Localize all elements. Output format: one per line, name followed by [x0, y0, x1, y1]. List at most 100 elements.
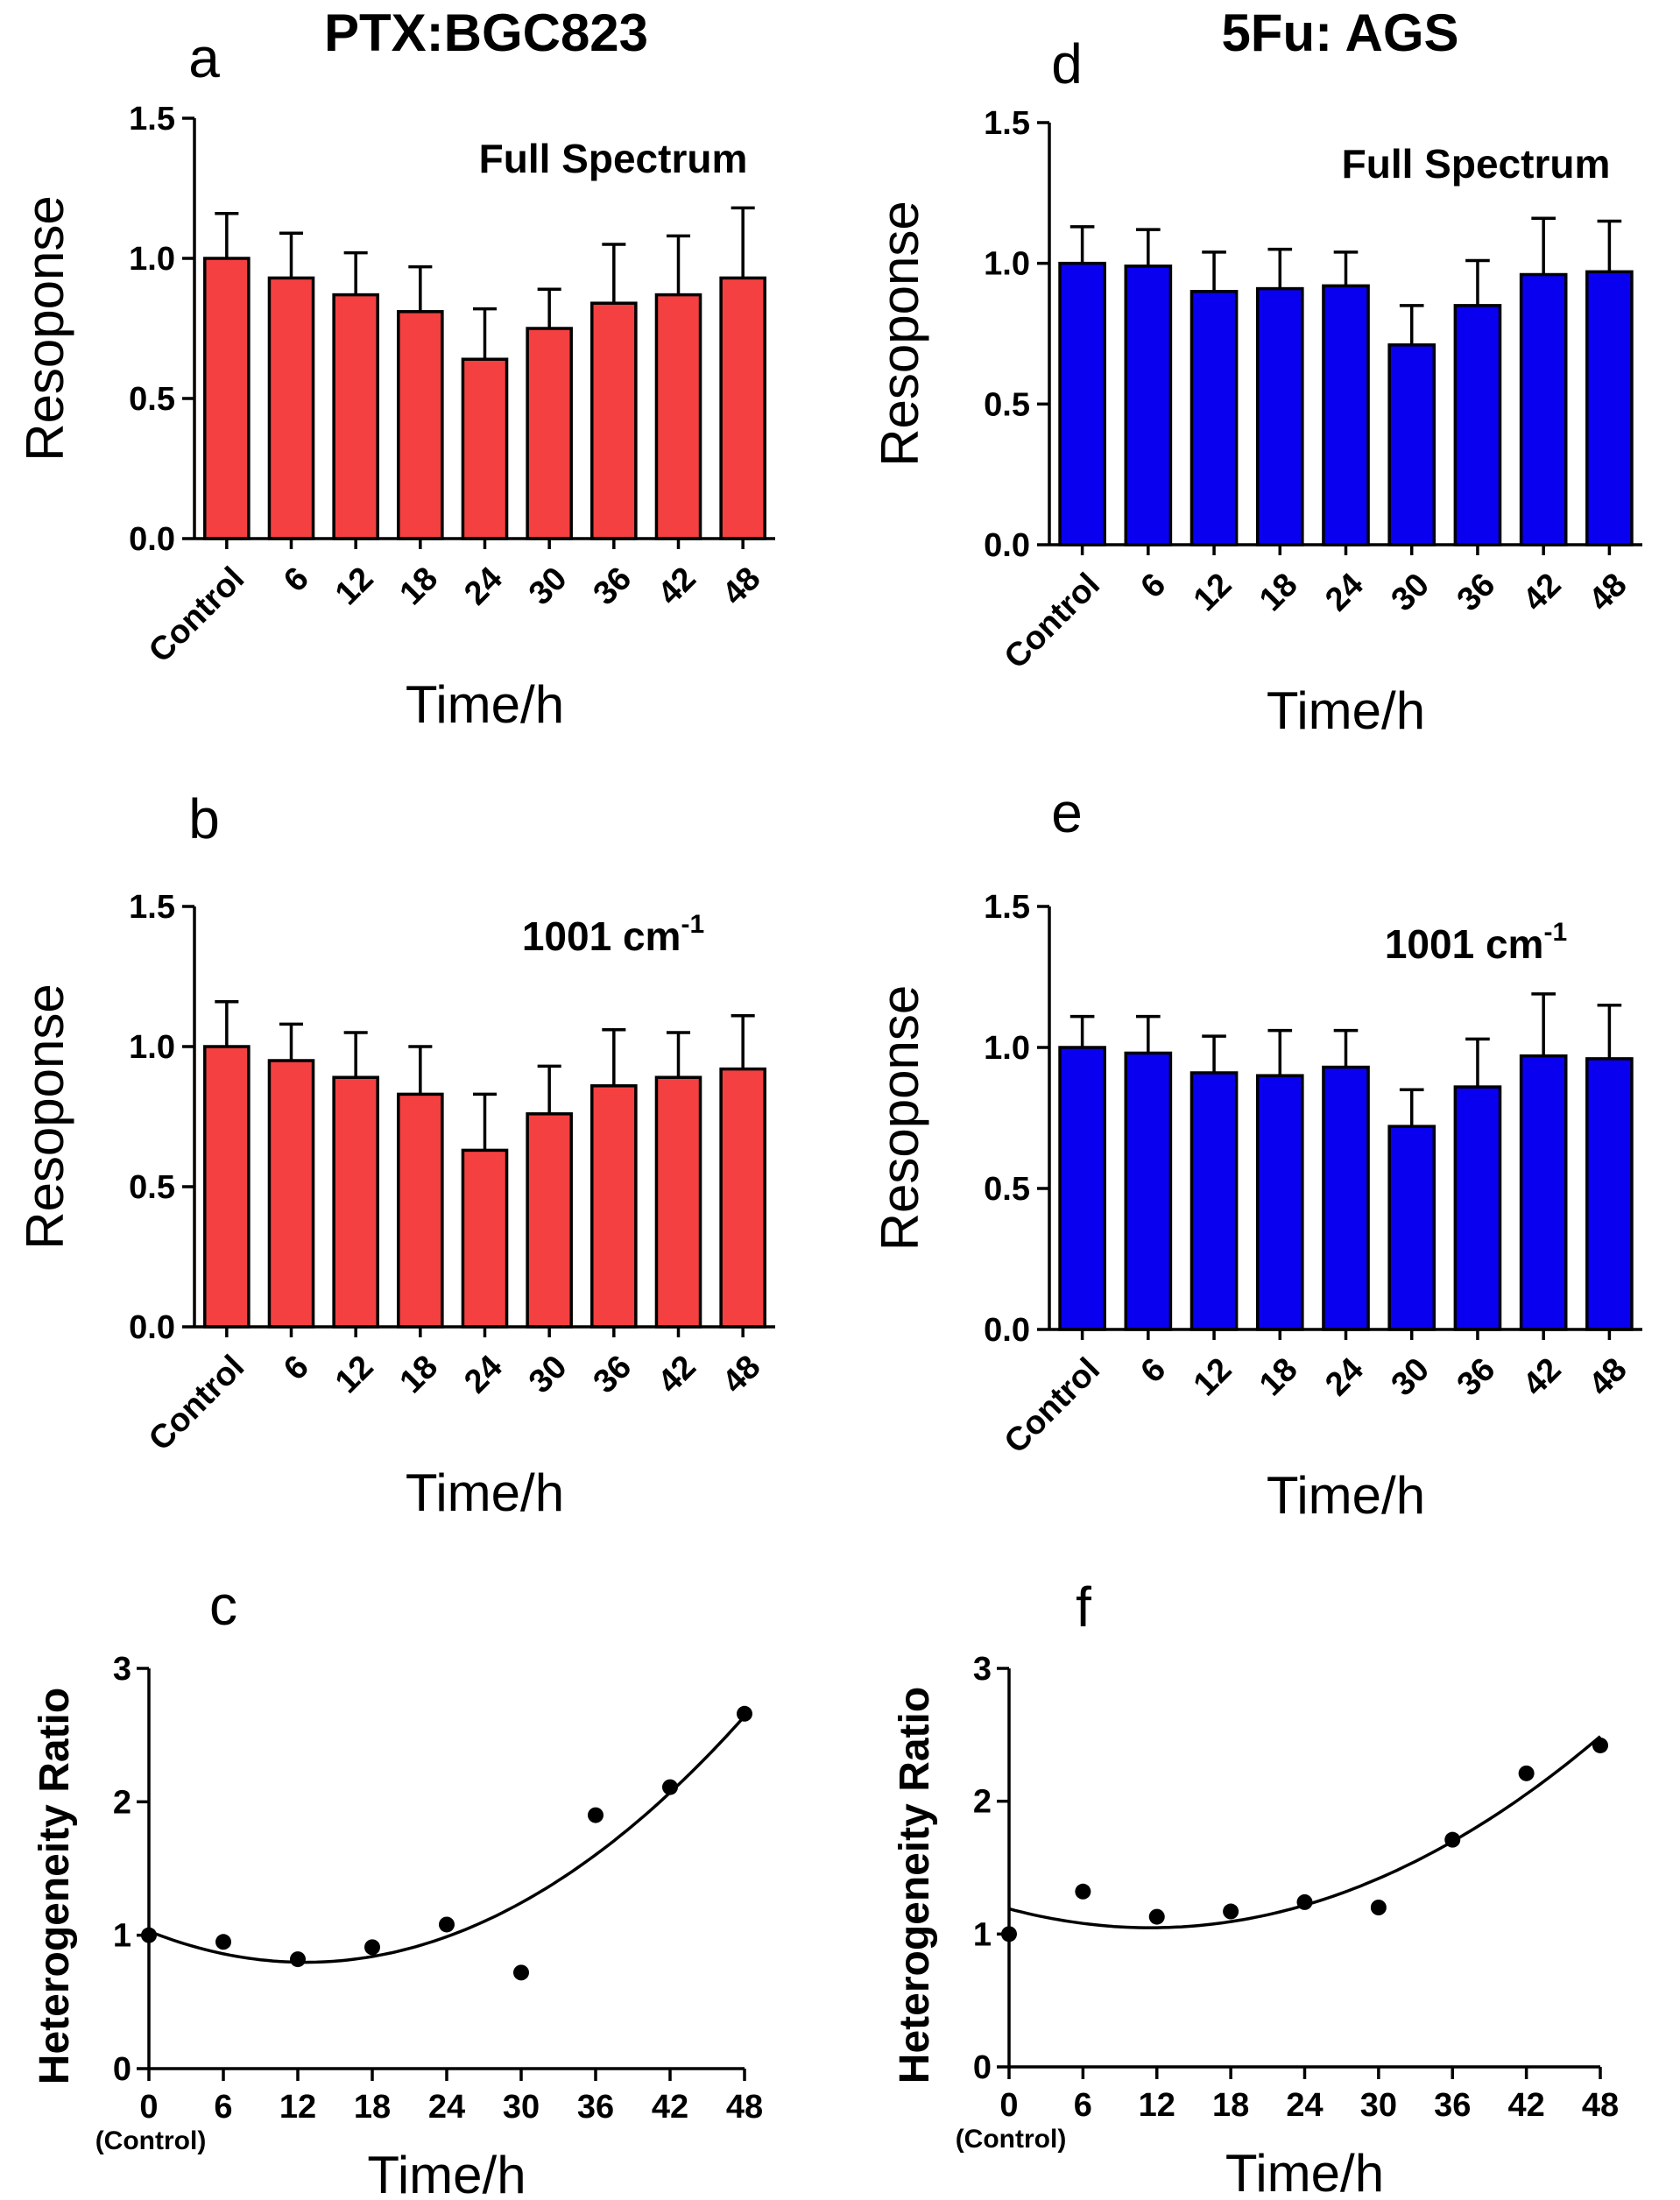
y-tick-label: 3: [973, 1651, 992, 1688]
x-tick-label: 48: [1582, 2087, 1619, 2124]
x-tick-label: 12: [328, 561, 381, 613]
bar: [1189, 1071, 1239, 1331]
bar: [1585, 1057, 1634, 1331]
bar: [267, 1059, 315, 1329]
x-control-sublabel: (Control): [956, 2125, 1067, 2154]
x-tick-label: 30: [522, 561, 575, 613]
x-tick-label: 6: [1074, 2087, 1092, 2124]
bar: [1255, 1074, 1304, 1331]
x-tick-label: 12: [279, 2089, 316, 2126]
x-tick-label: 36: [587, 1349, 639, 1401]
bar: [526, 1112, 573, 1329]
bar: [654, 1075, 702, 1329]
x-tick-label: 24: [457, 1349, 510, 1401]
annotation: 1001 cm-1: [522, 910, 704, 959]
x-tick-label: 18: [1212, 2087, 1249, 2124]
data-point: [439, 1916, 455, 1933]
data-point: [215, 1934, 231, 1950]
x-tick-label: 42: [652, 2089, 688, 2126]
bar: [461, 1148, 509, 1329]
y-tick-label: 1.5: [129, 101, 175, 138]
x-axis-label: Time/h: [367, 2146, 526, 2200]
x-tick-label: Control: [998, 1351, 1107, 1461]
y-tick-label: 2: [973, 1784, 992, 1821]
bar: [1124, 264, 1173, 546]
annotation-superscript: -1: [681, 910, 704, 939]
x-axis-label: Time/h: [1267, 681, 1425, 740]
x-tick-label: 48: [726, 2089, 763, 2126]
panel-letter: a: [188, 26, 220, 89]
annotation-text: Full Spectrum: [1342, 141, 1611, 187]
x-tick-label: 24: [1318, 567, 1371, 619]
x-axis-label: Time/h: [1267, 1466, 1425, 1525]
bar: [1453, 1085, 1502, 1331]
annotation: 1001 cm-1: [1385, 918, 1567, 967]
x-tick-label: Control: [142, 1349, 251, 1458]
panel-letter: d: [1051, 32, 1083, 95]
x-tick-label: 6: [277, 1349, 316, 1388]
panel-letter: b: [188, 787, 220, 850]
bar: [1585, 270, 1634, 546]
y-axis-label: Resoponse: [871, 201, 929, 467]
data-point: [1223, 1903, 1239, 1920]
y-axis-label: Heterogeneity Ratio: [32, 1688, 78, 2084]
y-tick-label: 0.5: [984, 386, 1030, 423]
x-control-sublabel: (Control): [95, 2126, 207, 2155]
y-tick-label: 0.5: [129, 1169, 175, 1206]
bar: [719, 276, 766, 540]
x-tick-label: 30: [503, 2089, 540, 2126]
y-axis-label: Heterogeneity Ratio: [892, 1687, 938, 2084]
bar: [526, 327, 573, 540]
data-point: [513, 1964, 529, 1981]
bar: [1322, 284, 1370, 546]
bar: [1124, 1051, 1173, 1331]
y-tick-label: 0.0: [129, 1309, 175, 1346]
y-tick-label: 1.0: [129, 1029, 175, 1066]
x-tick-label: 18: [393, 561, 446, 613]
annotation-text: 1001 cm: [1385, 921, 1544, 967]
annotation: Full Spectrum: [1342, 141, 1611, 187]
y-tick-label: 1.5: [984, 105, 1030, 142]
bar: [203, 257, 251, 540]
panel-letter: f: [1076, 1576, 1091, 1639]
x-tick-label: 6: [277, 561, 316, 600]
x-tick-label: 12: [328, 1349, 381, 1401]
x-tick-label: 42: [1516, 1351, 1569, 1404]
bar: [1453, 304, 1502, 546]
y-tick-label: 0.5: [129, 381, 175, 418]
bar: [332, 293, 379, 540]
x-tick-label: 0: [139, 2089, 158, 2126]
fit-curve: [148, 1715, 746, 1964]
column-title-left: PTX:BGC823: [324, 4, 648, 62]
y-tick-label: 0.0: [984, 527, 1030, 564]
x-tick-label: 12: [1139, 2087, 1175, 2124]
x-axis-label: Time/h: [406, 1463, 564, 1522]
x-tick-label: 24: [1286, 2087, 1323, 2124]
bar: [1058, 1046, 1106, 1331]
x-tick-label: 36: [1434, 2087, 1471, 2124]
x-tick-label: 6: [214, 2089, 232, 2126]
x-tick-label: 36: [1451, 1351, 1503, 1404]
bar: [1189, 290, 1239, 546]
x-tick-label: 0: [999, 2087, 1018, 2124]
x-tick-label: 12: [1187, 1351, 1239, 1404]
data-point: [1296, 1893, 1313, 1910]
x-tick-label: 6: [1134, 1351, 1174, 1391]
y-axis-label: Resoponse: [871, 985, 929, 1252]
bar: [1058, 261, 1106, 546]
data-point: [662, 1779, 678, 1795]
y-tick-label: 1.0: [129, 241, 175, 278]
x-tick-label: 30: [1384, 567, 1436, 619]
x-tick-label: 42: [651, 1349, 703, 1401]
data-point: [1518, 1765, 1535, 1781]
x-tick-label: 36: [587, 561, 639, 613]
x-tick-label: 42: [1507, 2087, 1544, 2124]
bar: [267, 276, 315, 540]
bar: [1255, 286, 1304, 546]
y-tick-label: 1: [973, 1916, 992, 1953]
x-tick-label: 48: [1582, 1351, 1634, 1404]
